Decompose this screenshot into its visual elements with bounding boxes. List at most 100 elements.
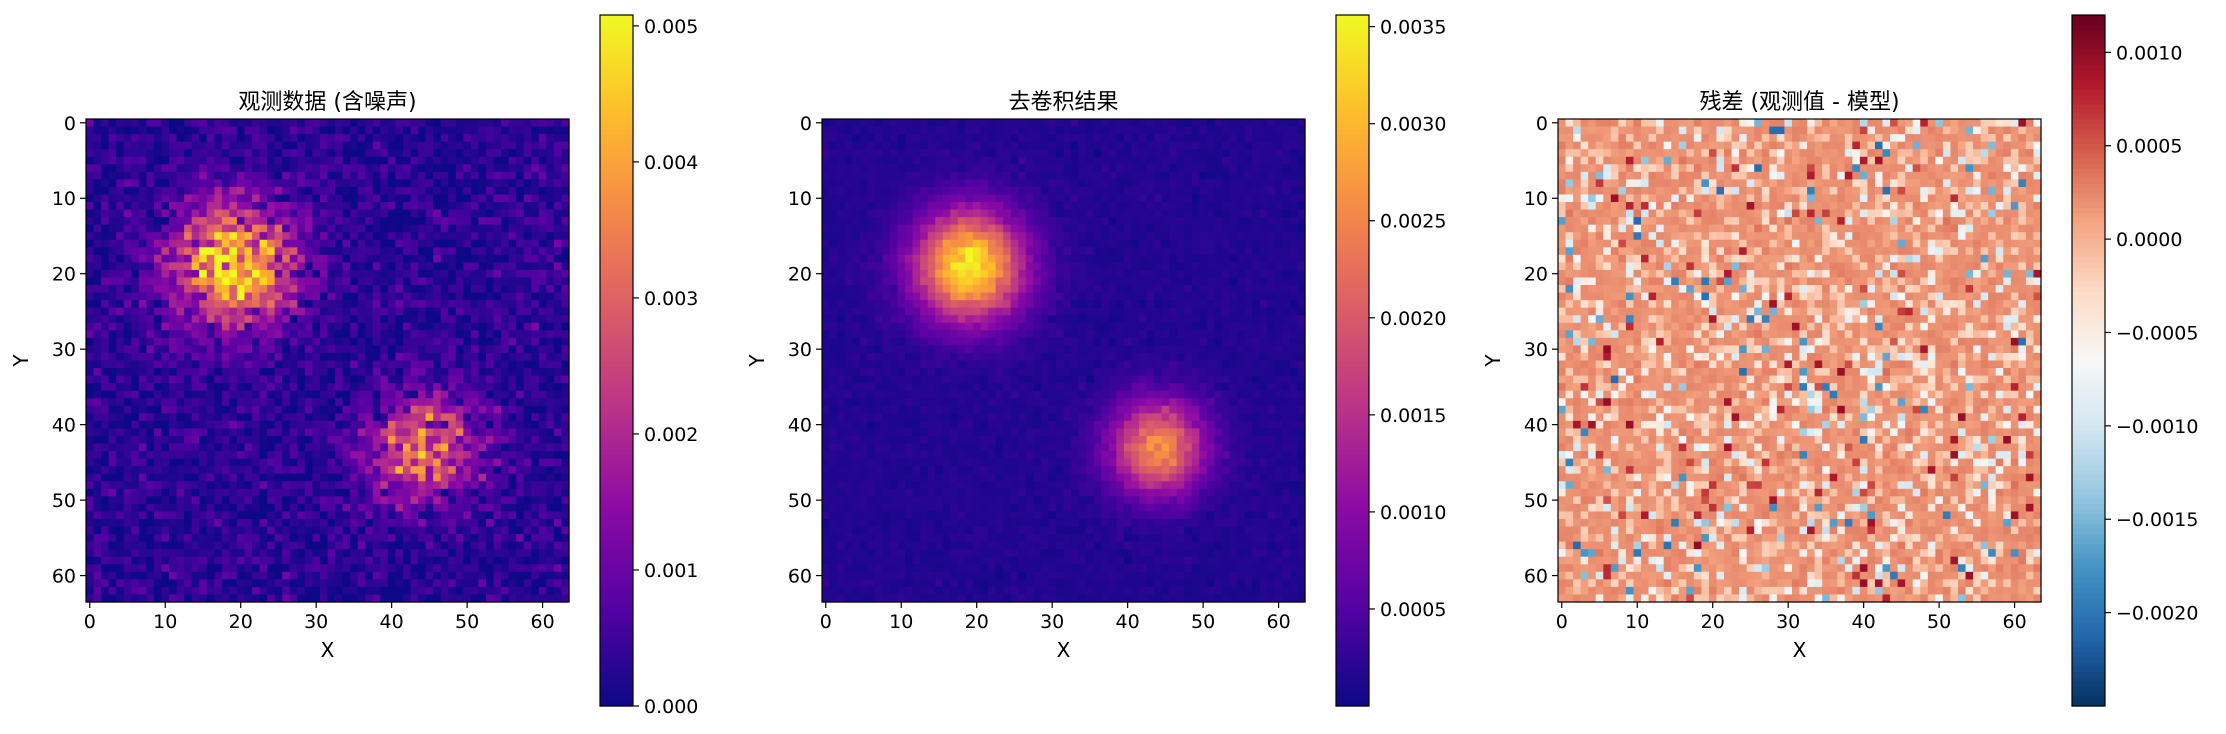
heatmap-cell — [470, 179, 480, 188]
heatmap-cell — [327, 345, 336, 354]
heatmap-cell — [327, 330, 336, 339]
heatmap-cell — [561, 149, 570, 158]
heatmap-cell — [229, 119, 238, 128]
heatmap-cell — [319, 375, 329, 384]
heatmap-cell — [402, 232, 412, 241]
heatmap-cell — [523, 300, 532, 309]
heatmap-cell — [176, 269, 185, 279]
heatmap-cell — [221, 141, 230, 150]
heatmap-cell — [274, 232, 283, 241]
heatmap-cell — [395, 571, 404, 580]
heatmap-cell — [372, 571, 381, 580]
heatmap-cell — [372, 285, 381, 294]
heatmap-cell — [433, 285, 442, 294]
heatmap-cell — [274, 149, 283, 158]
heatmap-cell — [176, 292, 185, 301]
heatmap-cell — [433, 119, 442, 128]
heatmap-cell — [259, 496, 268, 505]
heatmap-cell — [335, 458, 344, 467]
heatmap-cell — [402, 466, 412, 475]
heatmap-cell — [229, 239, 238, 248]
heatmap-cell — [508, 285, 517, 294]
heatmap-cell — [463, 420, 472, 430]
heatmap-cell — [123, 435, 132, 445]
heatmap-cell — [418, 571, 427, 580]
heatmap-cell — [546, 262, 555, 271]
heatmap-cell — [516, 541, 525, 550]
heatmap-cell — [161, 239, 170, 248]
heatmap-cell — [380, 322, 389, 331]
heatmap-cell — [1206, 171, 1216, 180]
heatmap-cell — [123, 171, 132, 180]
heatmap-cell — [1252, 194, 1261, 203]
heatmap-cell — [297, 428, 306, 437]
heatmap-cell — [493, 405, 502, 414]
heatmap-cell — [402, 202, 412, 211]
colorbar-segment — [600, 459, 633, 465]
heatmap-cell — [538, 420, 547, 430]
heatmap-cell — [252, 518, 261, 528]
heatmap-cell — [372, 330, 381, 339]
heatmap-cell — [1289, 126, 1299, 135]
colorbar-segment — [600, 498, 633, 505]
heatmap-cell — [485, 262, 495, 271]
heatmap-cell — [214, 134, 223, 143]
heatmap-cell — [169, 368, 178, 377]
heatmap-cell — [146, 345, 155, 354]
heatmap-cell — [184, 556, 193, 565]
heatmap-cell — [108, 390, 117, 399]
heatmap-cell — [538, 435, 547, 445]
heatmap-cell — [123, 481, 132, 490]
heatmap-cell — [252, 405, 261, 414]
heatmap-cell — [972, 126, 982, 135]
heatmap-cell — [418, 352, 427, 362]
heatmap-cell — [259, 571, 268, 580]
heatmap-cell — [478, 307, 487, 316]
heatmap-cell — [146, 156, 155, 165]
heatmap-cell — [463, 534, 472, 543]
heatmap-cell — [206, 518, 215, 528]
heatmap-cell — [387, 330, 397, 339]
heatmap-cell — [319, 451, 329, 460]
heatmap-cell — [561, 518, 570, 528]
heatmap-cell — [433, 330, 442, 339]
heatmap-cell — [380, 428, 389, 437]
heatmap-cell — [161, 119, 170, 128]
heatmap-cell — [304, 141, 314, 150]
colorbar-segment — [600, 533, 633, 539]
heatmap-cell — [493, 254, 502, 263]
heatmap-cell — [485, 398, 495, 407]
heatmap-cell — [365, 254, 374, 263]
heatmap-cell — [972, 164, 982, 173]
heatmap-cell — [289, 269, 298, 279]
heatmap-cell — [335, 390, 344, 399]
heatmap-cell — [546, 466, 555, 475]
heatmap-cell — [229, 534, 238, 543]
heatmap-cell — [1154, 164, 1163, 173]
heatmap-cell — [138, 277, 147, 286]
heatmap-cell — [972, 119, 982, 128]
heatmap-cell — [508, 352, 517, 362]
heatmap-cell — [546, 126, 555, 135]
heatmap-cell — [312, 126, 321, 135]
heatmap-cell — [101, 413, 110, 422]
heatmap-cell — [123, 594, 132, 603]
colorbar-segment — [600, 138, 633, 144]
heatmap-cell — [86, 277, 95, 286]
heatmap-cell — [561, 428, 570, 437]
colorbar-segment — [600, 19, 633, 26]
heatmap-cell — [312, 534, 321, 543]
heatmap-cell — [274, 307, 283, 316]
heatmap-cell — [86, 156, 95, 165]
heatmap-cell — [335, 141, 344, 150]
heatmap-cell — [138, 186, 147, 196]
heatmap-cell — [995, 186, 1004, 196]
heatmap-cell — [236, 171, 246, 180]
heatmap-cell — [176, 322, 185, 331]
heatmap-cell — [236, 586, 246, 596]
heatmap-cell — [319, 360, 329, 369]
heatmap-cell — [410, 413, 419, 422]
heatmap-cell — [455, 149, 464, 158]
heatmap-cell — [546, 149, 555, 158]
heatmap-cell — [395, 473, 404, 482]
